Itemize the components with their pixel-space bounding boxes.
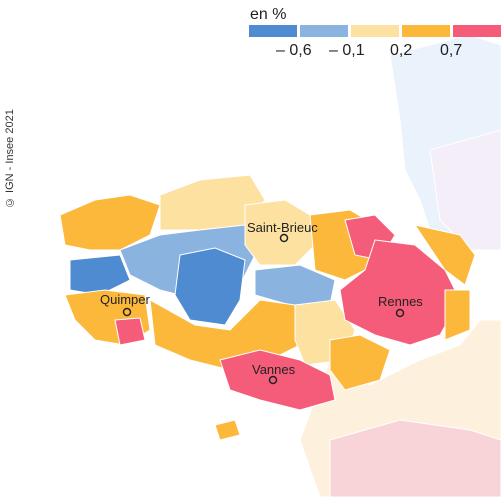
city-marker-rennes	[395, 308, 405, 318]
city-marker-vannes	[268, 375, 278, 385]
territory-vannes	[219, 349, 336, 411]
city-marker-quimper	[122, 307, 132, 317]
city-label-rennes: Rennes	[378, 294, 423, 309]
normandy-region-east	[429, 129, 501, 251]
territory-quimper-pink	[114, 317, 146, 346]
legend-tick-1: – 0,6	[276, 42, 312, 59]
territory-rennes	[339, 239, 461, 346]
pays-de-la-loire-pink	[329, 419, 501, 497]
legend-tick-4: 0,7	[440, 42, 463, 59]
legend-swatch-3	[351, 25, 399, 37]
map-credit: © IGN - Insee 2021	[4, 109, 16, 208]
territory-belle-ile	[214, 419, 241, 441]
legend-tick-3: 0,2	[390, 42, 413, 59]
territory-saint-brieuc	[244, 199, 316, 266]
territory-vitre	[444, 289, 471, 341]
city-label-vannes: Vannes	[252, 362, 296, 377]
territory-center-dark	[174, 247, 246, 326]
legend-swatch-4	[402, 25, 450, 37]
city-label-saint-brieuc: Saint-Brieuc	[247, 220, 318, 235]
city-label-quimper: Quimper	[100, 292, 151, 307]
territory-north-finistere	[59, 194, 161, 251]
legend-color-bar	[249, 25, 501, 37]
city-marker-saint-brieuc	[279, 233, 289, 243]
territory-crozon	[69, 254, 131, 296]
legend-swatch-1	[249, 25, 297, 37]
legend-tick-2: – 0,1	[329, 42, 365, 59]
legend-swatch-2	[300, 25, 348, 37]
territory-fougeres	[413, 224, 476, 286]
legend-swatch-5	[453, 25, 501, 37]
legend-title: en %	[250, 6, 287, 23]
territory-redon	[329, 334, 391, 391]
